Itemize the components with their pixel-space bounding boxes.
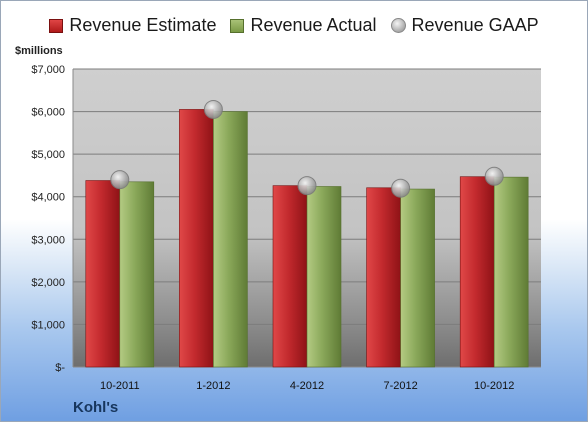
x-tick-label: 10-2012 bbox=[474, 380, 514, 392]
bar-revenue-estimate bbox=[179, 109, 214, 368]
legend-swatch-estimate bbox=[49, 18, 64, 33]
legend-item-actual: Revenue Actual bbox=[230, 15, 377, 36]
y-tick-label: $3,000 bbox=[31, 234, 65, 246]
bar-revenue-actual bbox=[119, 181, 155, 368]
bar-revenue-actual bbox=[213, 111, 248, 368]
legend-item-estimate: Revenue Estimate bbox=[49, 15, 216, 36]
legend-label-gaap: Revenue GAAP bbox=[411, 15, 539, 35]
marker-revenue-gaap bbox=[203, 99, 223, 119]
y-tick-label: $6,000 bbox=[31, 107, 65, 119]
bar-revenue-estimate bbox=[366, 187, 401, 368]
bar-revenue-estimate bbox=[272, 185, 308, 368]
marker-revenue-gaap bbox=[110, 170, 130, 190]
marker-revenue-gaap bbox=[297, 176, 317, 196]
bar-revenue-estimate bbox=[459, 176, 495, 368]
bar-revenue-estimate bbox=[85, 180, 121, 368]
y-units-label: $millions bbox=[15, 45, 63, 57]
company-name: Kohl's bbox=[73, 399, 119, 416]
y-tick-label: $5,000 bbox=[31, 149, 65, 161]
legend-swatch-actual bbox=[230, 18, 245, 33]
bar-revenue-actual bbox=[400, 188, 435, 368]
y-tick-label: $7,000 bbox=[31, 64, 65, 76]
bar-revenue-actual bbox=[493, 176, 529, 368]
marker-revenue-gaap bbox=[391, 178, 411, 198]
marker-revenue-gaap bbox=[484, 166, 504, 186]
bar-revenue-actual bbox=[306, 186, 342, 368]
y-tick-label: $1,000 bbox=[31, 319, 65, 331]
legend-swatch-gaap bbox=[390, 18, 406, 33]
legend-label-estimate: Revenue Estimate bbox=[69, 15, 217, 35]
y-tick-label: $4,000 bbox=[31, 192, 65, 204]
x-tick-label: 1-2012 bbox=[196, 380, 230, 392]
legend-label-actual: Revenue Actual bbox=[250, 15, 377, 35]
x-tick-label: 4-2012 bbox=[290, 380, 324, 392]
x-tick-label: 10-2011 bbox=[100, 380, 140, 392]
y-tick-label: $2,000 bbox=[31, 277, 65, 289]
y-tick-label: $- bbox=[55, 362, 65, 374]
x-tick-label: 7-2012 bbox=[383, 380, 417, 392]
legend: Revenue Estimate Revenue Actual Revenue … bbox=[1, 15, 587, 36]
legend-item-gaap: Revenue GAAP bbox=[390, 15, 539, 36]
